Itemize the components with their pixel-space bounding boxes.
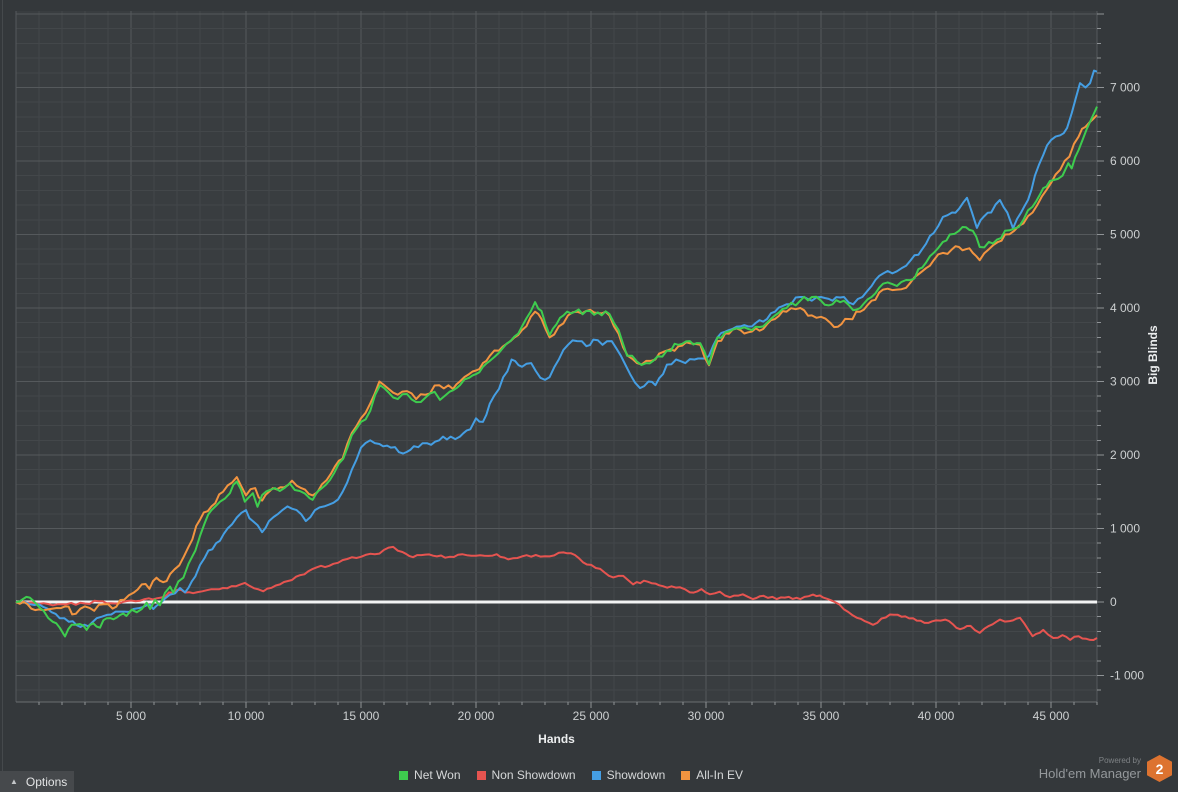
net-won-swatch-icon [399,770,409,780]
legend-label: All-In EV [696,768,743,782]
y-axis-title: Big Blinds [1146,325,1160,385]
non-showdown-swatch-icon [476,770,486,780]
legend-label: Showdown [606,768,666,782]
x-tick-label: 25 000 [573,709,610,723]
x-axis-title: Hands [538,732,575,746]
x-tick-label: 5 000 [116,709,146,723]
plot-area[interactable] [16,11,1097,702]
y-tick-label: 4 000 [1110,301,1140,315]
y-tick-label: 3 000 [1110,375,1140,389]
brand-footer: Powered by Hold'em Manager 2 [1039,755,1172,782]
legend-item-non-showdown[interactable]: Non Showdown [476,768,576,782]
brand-name-text: Hold'em Manager [1038,766,1141,781]
powered-by-text: Powered by [1098,756,1141,765]
series-line-non-showdown [15,545,1098,641]
y-tick-label: 2 000 [1110,448,1140,462]
x-tick-label: 15 000 [343,709,380,723]
legend-item-showdown[interactable]: Showdown [591,768,666,782]
y-tick-label: 1 000 [1110,522,1140,536]
showdown-swatch-icon [591,770,601,780]
y-tick-label: 6 000 [1110,154,1140,168]
chevron-up-icon: ▲ [10,776,18,786]
hm2-logo-icon: 2 [1147,755,1172,782]
x-tick-label: 30 000 [688,709,725,723]
x-tick-label: 10 000 [228,709,265,723]
x-tick-label: 40 000 [918,709,955,723]
legend-label: Non Showdown [491,768,576,782]
legend-item-all-in-ev[interactable]: All-In EV [681,768,743,782]
x-tick-label: 20 000 [458,709,495,723]
x-tick-label: 45 000 [1033,709,1070,723]
options-button-label: Options [25,774,68,789]
chart-legend: Net Won Non Showdown Showdown All-In EV [0,768,1142,782]
window-edge-line [2,0,3,792]
all-in-ev-swatch-icon [681,770,691,780]
y-tick-label: 0 [1110,595,1117,609]
series-line-net-won [15,106,1098,638]
x-tick-label: 35 000 [803,709,840,723]
y-tick-label: -1 000 [1110,669,1144,683]
legend-item-net-won[interactable]: Net Won [399,768,461,782]
legend-label: Net Won [414,768,461,782]
y-tick-label: 7 000 [1110,81,1140,95]
y-tick-label: 5 000 [1110,228,1140,242]
series-line-showdown [15,69,1098,628]
options-button[interactable]: ▲ Options [0,771,74,792]
